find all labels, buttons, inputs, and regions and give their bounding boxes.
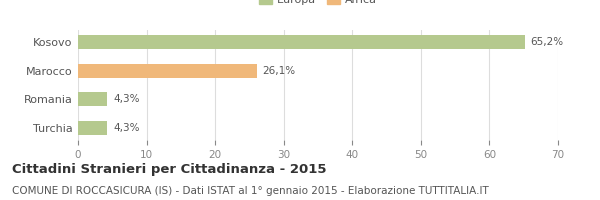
Text: COMUNE DI ROCCASICURA (IS) - Dati ISTAT al 1° gennaio 2015 - Elaborazione TUTTIT: COMUNE DI ROCCASICURA (IS) - Dati ISTAT … xyxy=(12,186,489,196)
Text: Cittadini Stranieri per Cittadinanza - 2015: Cittadini Stranieri per Cittadinanza - 2… xyxy=(12,163,326,176)
Text: 65,2%: 65,2% xyxy=(530,37,563,47)
Bar xyxy=(78,35,525,49)
Legend: Europa, Africa: Europa, Africa xyxy=(256,0,380,8)
Text: 4,3%: 4,3% xyxy=(113,123,139,133)
Text: 4,3%: 4,3% xyxy=(113,94,139,104)
Bar xyxy=(78,121,107,135)
Text: 26,1%: 26,1% xyxy=(262,66,296,76)
Bar xyxy=(78,64,257,78)
Bar xyxy=(78,92,107,106)
